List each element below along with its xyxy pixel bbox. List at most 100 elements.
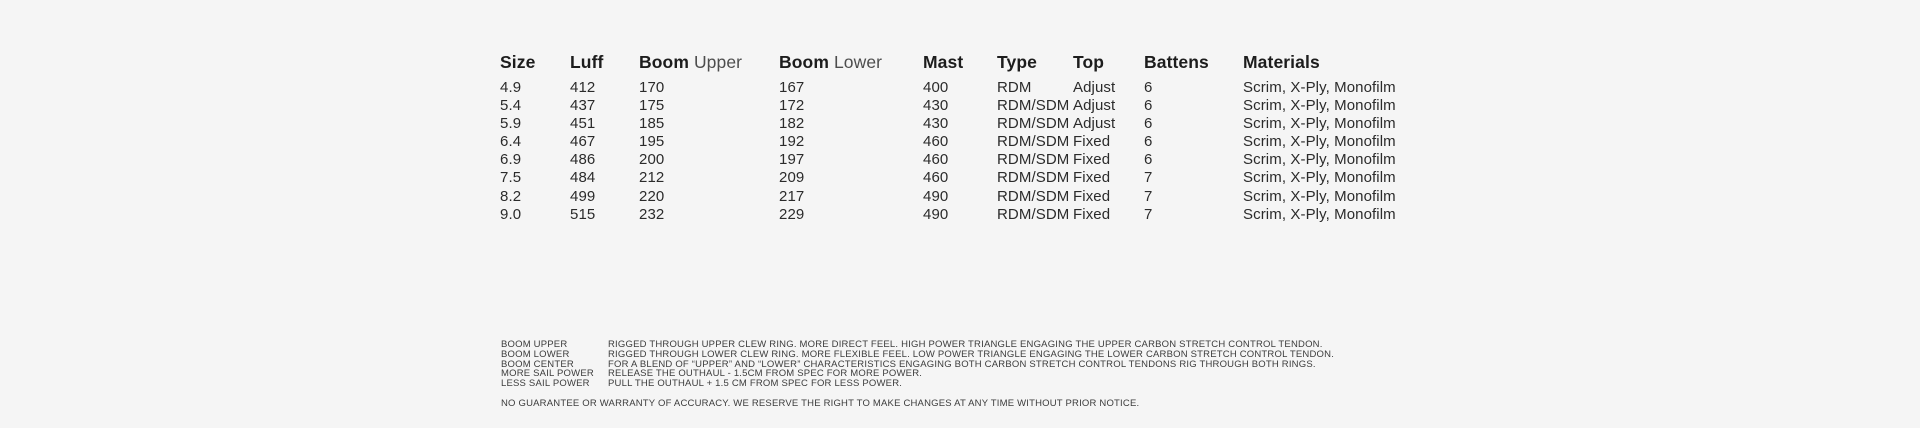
table-cell: 490 (923, 205, 949, 223)
column-header-luff: Luff (570, 52, 639, 79)
table-cell: Scrim, X-Ply, Monofilm (1243, 205, 1396, 223)
table-cell: Scrim, X-Ply, Monofilm (1243, 115, 1396, 133)
column-header-bold-label: Type (997, 52, 1037, 72)
footnote-text: RELEASE THE OUTHAUL - 1.5CM FROM SPEC FO… (608, 368, 923, 380)
table-cell: 5.4 (500, 97, 522, 115)
column-header-bold-label: Boom (779, 52, 829, 72)
table-cell: 451 (570, 115, 596, 133)
table-cell: 209 (779, 169, 805, 187)
footnote-text: FOR A BLEND OF “UPPER” AND “LOWER” CHARA… (608, 358, 1316, 370)
table-cell: 185 (639, 115, 665, 133)
table-row: 4.9 412 170 167 400 RDM Adjust 6 Scrim, X-Ply, M… (500, 79, 1423, 97)
column-header-light-label: Upper (688, 52, 743, 72)
footnote-label: BOOM LOWER (501, 348, 570, 360)
table-cell: 467 (570, 133, 596, 151)
table-cell: 7 (1144, 169, 1153, 187)
table-cell: 6 (1144, 79, 1153, 96)
footnote-item: BOOM CENTER FOR A BLEND OF “UPPER” AND “… (501, 358, 1334, 370)
table-cell: 217 (779, 187, 805, 205)
table-cell: 412 (570, 79, 596, 96)
table-cell: 197 (779, 151, 805, 169)
footnote-label: LESS SAIL POWER (501, 378, 590, 390)
column-header-type: Type (997, 52, 1073, 79)
column-header-bold-label: Luff (570, 52, 604, 72)
table-cell: Scrim, X-Ply, Monofilm (1243, 133, 1396, 151)
table-cell: Scrim, X-Ply, Monofilm (1243, 169, 1396, 187)
footnote-item: MORE SAIL POWER RELEASE THE OUTHAUL - 1.… (501, 369, 1334, 379)
column-header-battens: Battens (1144, 52, 1243, 79)
table-cell: 437 (570, 97, 596, 115)
column-header-bold-label: Mast (923, 52, 964, 72)
table-cell: 515 (570, 205, 596, 223)
table-cell: 229 (779, 205, 805, 223)
table-cell: 4.9 (500, 79, 522, 96)
table-cell: 6 (1144, 151, 1153, 169)
footnote-item: LESS SAIL POWER PULL THE OUTHAUL + 1.5 C… (501, 379, 1334, 389)
table-cell: 9.0 (500, 205, 522, 223)
table-row: 5.4 437 175 172 430 RDM/SDM Adjust 6 Scrim, X-Pl… (500, 97, 1423, 115)
footnote-label: MORE SAIL POWER (501, 368, 594, 380)
footnote-label: BOOM CENTER (501, 358, 574, 370)
column-header-top: Top (1073, 52, 1144, 79)
column-header-bold-label: Size (500, 52, 536, 72)
table-cell: 6 (1144, 97, 1153, 115)
table-cell: 192 (779, 133, 805, 151)
disclaimer: NO GUARANTEE OR WARRANTY OF ACCURACY. WE… (501, 398, 1140, 409)
table-cell: 430 (923, 115, 949, 133)
table-cell: 5.9 (500, 115, 522, 133)
table-cell: 486 (570, 151, 596, 169)
table-row: 9.0 515 232 229 490 RDM/SDM Fixed 7 Scrim, X-Ply… (500, 206, 1423, 224)
spec-table-header-row: Size Luff Boom Upper Boom Lower Mast Typ… (500, 52, 1423, 79)
table-cell: RDM (997, 79, 1032, 96)
table-cell: Scrim, X-Ply, Monofilm (1243, 97, 1396, 115)
footnote-label: BOOM UPPER (501, 339, 568, 350)
table-row: 6.4 467 195 192 460 RDM/SDM Fixed 6 Scrim, X-Ply… (500, 133, 1423, 151)
table-cell: 182 (779, 115, 805, 133)
table-cell: Adjust (1073, 115, 1116, 133)
column-header-mast: Mast (923, 52, 997, 79)
table-cell: 6.4 (500, 133, 522, 151)
column-header-materials: Materials (1243, 52, 1423, 79)
table-row: 5.9 451 185 182 430 RDM/SDM Adjust 6 Scrim, X-Pl… (500, 115, 1423, 133)
table-cell: Scrim, X-Ply, Monofilm (1243, 79, 1396, 96)
table-cell: 430 (923, 97, 949, 115)
table-cell: 400 (923, 79, 949, 96)
table-cell: Fixed (1073, 205, 1111, 223)
table-cell: 499 (570, 187, 596, 205)
table-cell: 212 (639, 169, 665, 187)
table-cell: Adjust (1073, 79, 1116, 96)
spec-table-body: 4.9 412 170 167 400 RDM Adjust 6 Scrim, X-Ply, M… (500, 79, 1423, 224)
footnote-item: BOOM LOWER RIGGED THROUGH LOWER CLEW RIN… (501, 348, 1335, 360)
table-cell: 6 (1144, 115, 1153, 133)
column-header-size: Size (500, 52, 570, 79)
column-header-bold-label: Battens (1144, 52, 1209, 72)
table-cell: Fixed (1073, 151, 1111, 169)
table-cell: RDM/SDM (997, 205, 1070, 223)
table-row: 6.9 486 200 197 460 RDM/SDM Fixed 6 Scrim, X-Ply… (500, 151, 1423, 169)
table-cell: 7 (1144, 205, 1153, 223)
table-cell: RDM/SDM (997, 169, 1070, 187)
table-cell: 175 (639, 97, 665, 115)
table-cell: 6.9 (500, 151, 522, 169)
table-cell: 460 (923, 133, 949, 151)
table-cell: Fixed (1073, 169, 1111, 187)
table-cell: 460 (923, 169, 949, 187)
table-row: 7.5 484 212 209 460 RDM/SDM Fixed 7 Scrim, X-Ply… (500, 169, 1423, 187)
table-cell: Scrim, X-Ply, Monofilm (1243, 187, 1396, 205)
table-cell: 172 (779, 97, 805, 115)
footnote-text: RIGGED THROUGH LOWER CLEW RING. MORE FLE… (608, 348, 1335, 360)
table-cell: 484 (570, 169, 596, 187)
table-cell: 232 (639, 205, 665, 223)
table-cell: 6 (1144, 133, 1153, 151)
table-cell: RDM/SDM (997, 151, 1070, 169)
table-row: 8.2 499 220 217 490 RDM/SDM Fixed 7 Scrim, X-Ply… (500, 188, 1423, 206)
column-header-bold-label: Materials (1243, 52, 1320, 72)
column-header-boom-upper: Boom Upper (639, 52, 779, 79)
table-cell: RDM/SDM (997, 133, 1070, 151)
table-cell: 167 (779, 79, 805, 96)
table-cell: RDM/SDM (997, 187, 1070, 205)
table-cell: 7 (1144, 187, 1153, 205)
table-cell: 7.5 (500, 169, 522, 187)
footnote-text: PULL THE OUTHAUL + 1.5 CM FROM SPEC FOR … (608, 378, 903, 390)
table-cell: Fixed (1073, 133, 1111, 151)
